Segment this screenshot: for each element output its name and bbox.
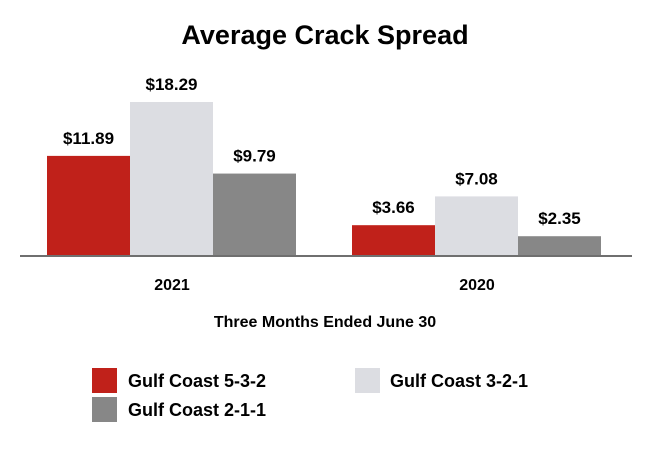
legend-item-gulf-coast-3-2-1: Gulf Coast 3-2-1 — [355, 368, 528, 393]
x-tick-label-2021: 2021 — [154, 277, 190, 294]
bars-group — [47, 102, 601, 256]
legend: Gulf Coast 5-3-2 Gulf Coast 3-2-1 Gulf Coa… — [92, 368, 528, 422]
legend-swatch-gulf-coast-2-1-1 — [92, 397, 117, 422]
legend-swatch-gulf-coast-5-3-2 — [92, 368, 117, 393]
legend-label-gulf-coast-3-2-1: Gulf Coast 3-2-1 — [390, 371, 528, 391]
legend-item-gulf-coast-2-1-1: Gulf Coast 2-1-1 — [92, 397, 266, 422]
legend-item-gulf-coast-5-3-2: Gulf Coast 5-3-2 — [92, 368, 266, 393]
data-label-gulf-coast-5-3-2-2020: $3.66 — [372, 198, 415, 217]
x-tick-label-2020: 2020 — [459, 277, 495, 294]
data-label-gulf-coast-2-1-1-2021: $9.79 — [233, 147, 276, 166]
x-axis-label: Three Months Ended June 30 — [214, 314, 436, 331]
bar-gulf-coast-3-2-1-2021 — [130, 102, 213, 256]
legend-swatch-gulf-coast-3-2-1 — [355, 368, 380, 393]
bar-gulf-coast-2-1-1-2020 — [518, 236, 601, 256]
chart-title: Average Crack Spread — [181, 20, 468, 50]
legend-label-gulf-coast-5-3-2: Gulf Coast 5-3-2 — [128, 371, 266, 391]
bar-gulf-coast-5-3-2-2020 — [352, 225, 435, 256]
data-label-gulf-coast-2-1-1-2020: $2.35 — [538, 209, 581, 228]
x-tick-labels-group: 2021 2020 — [154, 277, 495, 294]
bar-gulf-coast-3-2-1-2020 — [435, 196, 518, 256]
data-label-gulf-coast-5-3-2-2021: $11.89 — [63, 129, 114, 148]
legend-label-gulf-coast-2-1-1: Gulf Coast 2-1-1 — [128, 400, 266, 420]
bar-gulf-coast-2-1-1-2021 — [213, 173, 296, 256]
data-label-gulf-coast-3-2-1-2021: $18.29 — [146, 75, 198, 94]
data-labels-group: $11.89 $18.29 $9.79 $3.66 $7.08 $2.35 — [63, 75, 581, 228]
bar-gulf-coast-5-3-2-2021 — [47, 155, 130, 256]
data-label-gulf-coast-3-2-1-2020: $7.08 — [455, 169, 498, 188]
